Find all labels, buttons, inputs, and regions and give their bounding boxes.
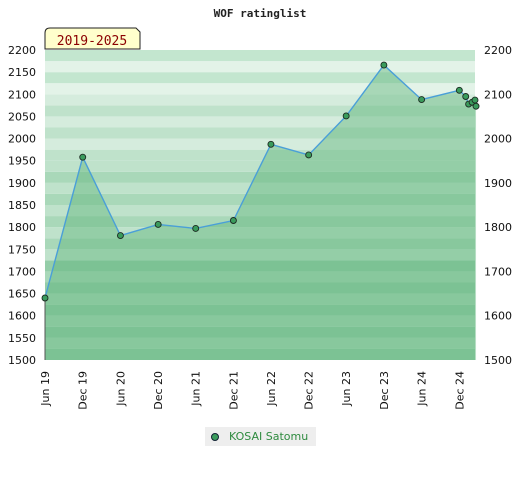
x-tick-label: Jun 20 — [114, 371, 127, 407]
y-tick-label-right: 1500 — [484, 354, 512, 367]
data-point — [116, 232, 124, 240]
data-point — [41, 294, 49, 302]
y-tick-label-left: 1750 — [8, 243, 36, 256]
data-point — [471, 96, 479, 104]
background-band — [45, 304, 475, 316]
y-tick-label-left: 1500 — [8, 354, 36, 367]
y-axis-left: 1500 1550 1600 1650 1700 1750 1800 1850 1900 1950… — [8, 44, 36, 367]
background-band — [45, 293, 475, 305]
x-tick-label: Dec 23 — [378, 371, 391, 410]
background-band — [45, 149, 475, 161]
y-tick-label-left: 1850 — [8, 199, 36, 212]
y-tick-label-left: 1950 — [8, 155, 36, 168]
data-point — [455, 86, 463, 94]
background-band — [45, 127, 475, 139]
y-tick-label-left: 1550 — [8, 332, 36, 345]
x-tick-label: Dec 20 — [152, 371, 165, 410]
background-bands — [45, 50, 475, 360]
y-tick-label-right: 1800 — [484, 221, 512, 234]
y-tick-label-left: 2200 — [8, 44, 36, 57]
x-tick-label: Jun 23 — [340, 371, 353, 407]
legend-marker-icon — [211, 432, 219, 441]
y-tick-label-right: 1700 — [484, 265, 512, 278]
background-band — [45, 83, 475, 95]
background-band — [45, 72, 475, 84]
data-point — [229, 217, 237, 224]
background-band — [45, 326, 475, 338]
data-point — [192, 225, 200, 232]
y-tick-label-left: 1650 — [8, 288, 36, 301]
data-point — [380, 61, 388, 69]
data-point — [462, 93, 470, 100]
data-point — [472, 102, 480, 110]
y-tick-label-right: 2100 — [484, 88, 512, 101]
x-tick-label: Dec 21 — [227, 371, 240, 410]
y-tick-label-right: 1600 — [484, 310, 512, 323]
background-band — [45, 348, 475, 360]
x-tick-label: Jun 21 — [190, 371, 203, 407]
y-tick-label-right: 1900 — [484, 177, 512, 190]
y-tick-label-left: 1700 — [8, 265, 36, 278]
background-band — [45, 315, 475, 327]
period-badge-text: 2019-2025 — [57, 34, 127, 49]
x-tick-label: Jun 24 — [416, 371, 429, 407]
background-band — [45, 260, 475, 272]
background-band — [45, 238, 475, 250]
chart-title: WOF ratinglist — [214, 7, 307, 20]
background-band — [45, 171, 475, 183]
x-tick-label: Dec 22 — [303, 371, 316, 410]
area-fill — [45, 65, 477, 361]
data-point — [305, 151, 313, 159]
y-tick-label-left: 2000 — [8, 133, 36, 146]
y-axis-right: 1500 1600 1700 1800 1900 2000 2100 2200 — [484, 44, 512, 367]
background-band — [45, 182, 475, 194]
x-axis: Jun 19 Dec 19 Jun 20 Dec 20 Jun 21 Dec 21 Jun … — [39, 371, 466, 410]
background-band — [45, 94, 475, 106]
background-band — [45, 138, 475, 150]
background-band — [45, 227, 475, 239]
background-band — [45, 216, 475, 228]
background-band — [45, 50, 475, 62]
data-point — [418, 96, 426, 104]
y-tick-label-left: 1900 — [8, 177, 36, 190]
y-tick-label-left: 2050 — [8, 110, 36, 123]
x-tick-label: Jun 19 — [39, 371, 52, 407]
data-point — [154, 221, 162, 228]
y-tick-label-left: 2150 — [8, 66, 36, 79]
y-tick-label-left: 2100 — [8, 88, 36, 101]
y-tick-label-left: 1600 — [8, 310, 36, 323]
background-band — [45, 116, 475, 128]
series-points — [41, 61, 480, 302]
data-point — [267, 140, 275, 148]
legend: KOSAI Satomu — [205, 427, 317, 446]
period-badge: 2019-2025 — [44, 27, 141, 50]
background-band — [45, 105, 475, 117]
x-tick-label: Dec 19 — [77, 371, 90, 410]
area-shape — [45, 65, 477, 361]
data-point — [342, 112, 350, 120]
x-tick-label: Dec 24 — [453, 371, 466, 410]
background-band — [45, 205, 475, 217]
x-tick-label: Jun 22 — [265, 371, 278, 407]
y-tick-label-left: 1800 — [8, 221, 36, 234]
background-band — [45, 193, 475, 205]
background-band — [45, 61, 475, 73]
background-band — [45, 249, 475, 261]
background-band — [45, 282, 475, 294]
legend-label: KOSAI Satomu — [229, 430, 309, 443]
y-tick-label-right: 2000 — [484, 133, 512, 146]
background-band — [45, 337, 475, 349]
y-tick-label-right: 2200 — [484, 44, 512, 57]
background-band — [45, 271, 475, 283]
data-point — [79, 153, 87, 161]
